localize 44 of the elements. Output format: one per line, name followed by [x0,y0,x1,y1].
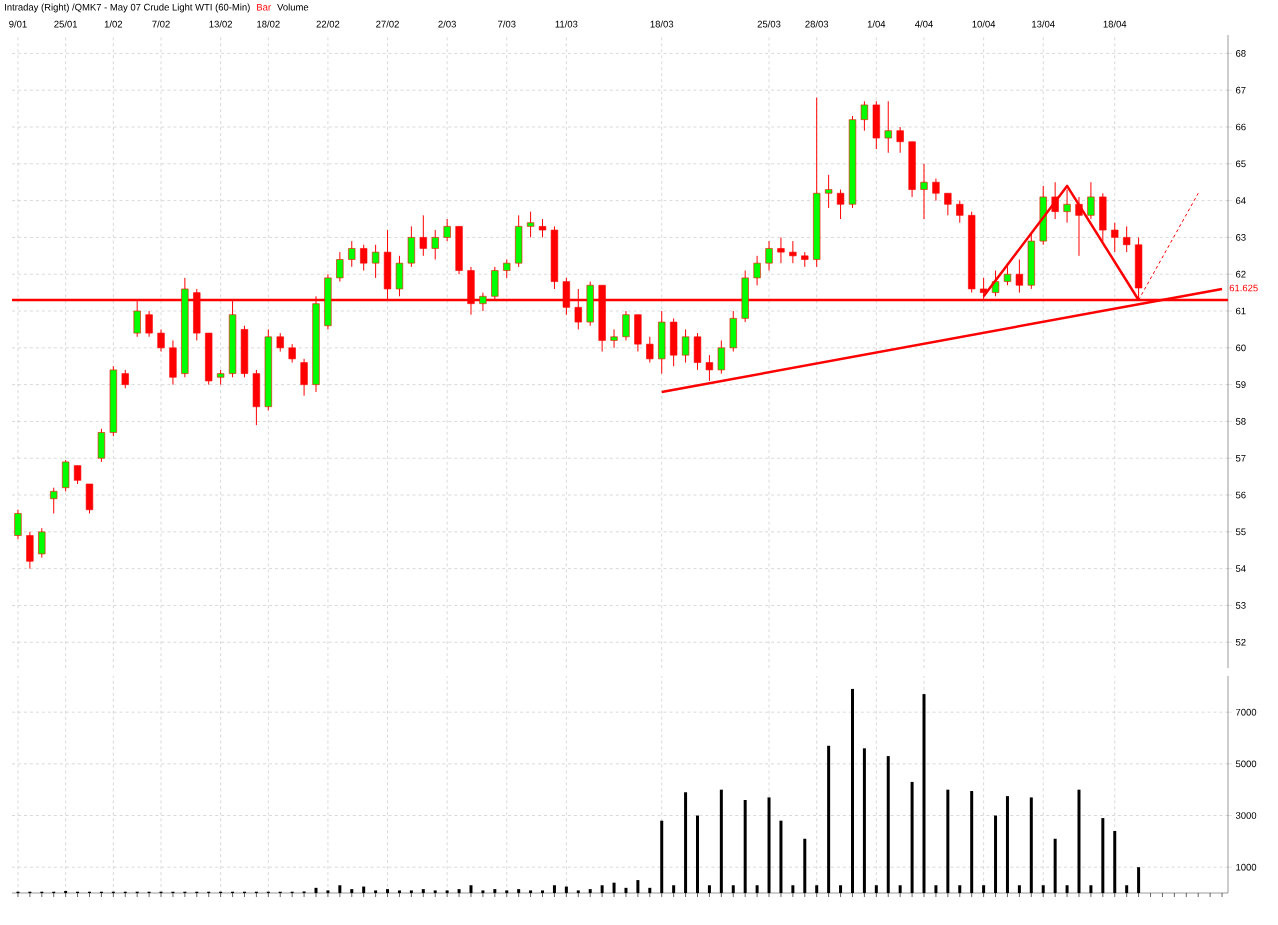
x-tick-label: 7/03 [498,20,516,28]
x-tick-label: 27/02 [376,20,399,28]
y-tick-label: 5000 [1235,760,1257,768]
y-tick-label: 61 [1236,307,1246,315]
x-tick-label: 28/03 [805,20,829,28]
x-tick-label: 18/03 [650,20,674,28]
x-tick-label: 13/02 [209,20,232,28]
y-tick-label: 62 [1236,270,1246,278]
chart-title: Intraday (Right) /QMK7 - May 07 Crude Light WTI (60-Min) [5,3,250,13]
x-tick-label: 2/03 [438,20,456,28]
y-tick-label: 65 [1236,160,1246,168]
text: Volume [277,3,309,11]
x-tick-label: 1/04 [867,20,886,28]
x-tick-label: 9/01 [9,20,27,28]
x-tick-label: 11/03 [555,20,578,28]
x-tick-label: 25/01 [54,20,78,28]
y-tick-label: 60 [1236,344,1246,352]
x-tick-label: 10/04 [972,20,996,28]
y-tick-label: 64 [1236,197,1246,204]
y-tick-label: 56 [1235,491,1246,499]
y-tick-label: 59 [1235,381,1246,388]
x-tick-label: 25/03 [757,20,781,28]
x-tick-label: 22/02 [316,20,340,28]
x-tick-label: 18/02 [257,20,280,28]
x-tick-label: 7/02 [152,20,170,28]
y-tick-label: 58 [1235,418,1246,425]
y-tick-label: 68 [1236,50,1246,57]
y-tick-label: 1000 [1236,863,1257,871]
y-tick-label: 3000 [1235,812,1257,819]
x-tick-label: 4/04 [915,20,933,28]
y-tick-label: 52 [1235,638,1246,646]
text: 61.625 [1229,284,1258,292]
y-tick-label: 66 [1236,123,1246,131]
x-tick-label: 13/04 [1032,20,1055,28]
x-tick-label: 18/04 [1103,20,1127,28]
text: Bar [257,3,271,11]
y-tick-label: 54 [1235,565,1246,572]
y-tick-label: 63 [1236,234,1246,241]
y-tick-label: 55 [1235,528,1246,536]
y-tick-label: 7000 [1236,708,1257,716]
y-tick-label: 53 [1235,602,1246,609]
x-tick-label: 1/02 [104,20,123,28]
y-tick-label: 67 [1236,86,1246,94]
y-tick-label: 57 [1235,454,1246,462]
